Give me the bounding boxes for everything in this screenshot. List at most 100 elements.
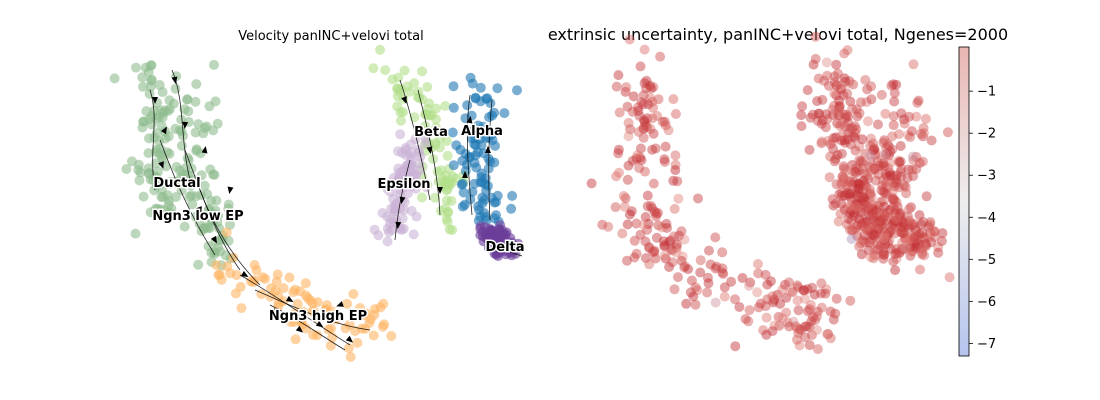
uncertainty-point bbox=[865, 188, 876, 199]
uncertainty-point bbox=[652, 111, 663, 121]
uncertainty-point bbox=[867, 200, 878, 211]
uncertainty-point bbox=[864, 237, 875, 248]
uncertainty-point bbox=[868, 138, 879, 149]
uncertainty-point bbox=[862, 174, 873, 184]
uncertainty-point bbox=[937, 228, 948, 239]
uncertainty-point bbox=[679, 261, 690, 272]
uncertainty-point bbox=[878, 208, 889, 219]
uncertainty-point bbox=[885, 170, 896, 181]
uncertainty-point bbox=[886, 204, 897, 215]
colorbar: −1 −2 −3 −4 −5 −6 −7 bbox=[958, 46, 996, 357]
uncertainty-point bbox=[873, 119, 883, 130]
uncertainty-point bbox=[871, 217, 882, 228]
uncertainty-point bbox=[847, 225, 858, 236]
uncertainty-point bbox=[805, 112, 816, 123]
uncertainty-point bbox=[859, 230, 870, 241]
cell-point bbox=[442, 150, 453, 161]
uncertainty-point bbox=[635, 143, 646, 154]
uncertainty-point bbox=[629, 235, 640, 246]
uncertainty-point bbox=[861, 181, 872, 192]
uncertainty-point bbox=[866, 191, 877, 202]
uncertainty-point bbox=[660, 253, 671, 264]
cell-point bbox=[199, 122, 210, 133]
uncertainty-point bbox=[768, 297, 779, 308]
uncertainty-point bbox=[871, 217, 882, 228]
uncertainty-point bbox=[623, 131, 634, 142]
uncertainty-point bbox=[800, 332, 811, 343]
uncertainty-point bbox=[838, 90, 849, 101]
uncertainty-point bbox=[829, 77, 840, 88]
uncertainty-point bbox=[784, 321, 795, 332]
uncertainty-point bbox=[753, 268, 764, 279]
uncertainty-point bbox=[866, 94, 877, 105]
uncertainty-point bbox=[717, 267, 728, 278]
uncertainty-point bbox=[883, 163, 894, 174]
uncertainty-point bbox=[896, 226, 907, 237]
cell-point bbox=[431, 103, 442, 114]
uncertainty-point bbox=[670, 165, 681, 176]
colorbar-ticks: −1 −2 −3 −4 −5 −6 −7 bbox=[969, 85, 996, 352]
uncertainty-point bbox=[866, 133, 876, 144]
cell-point bbox=[458, 187, 469, 198]
cell-point bbox=[213, 270, 224, 280]
uncertainty-point bbox=[878, 247, 889, 257]
cell-point bbox=[475, 82, 486, 93]
uncertainty-point bbox=[819, 75, 829, 86]
uncertainty-point bbox=[858, 198, 869, 209]
uncertainty-point bbox=[891, 174, 902, 185]
uncertainty-point bbox=[911, 111, 922, 122]
uncertainty-point bbox=[898, 244, 909, 255]
stream-line bbox=[254, 289, 371, 331]
uncertainty-point bbox=[896, 108, 907, 119]
uncertainty-point bbox=[864, 210, 875, 221]
cell-point bbox=[368, 330, 379, 341]
uncertainty-point bbox=[882, 188, 892, 199]
uncertainty-point bbox=[663, 125, 674, 136]
uncertainty-point bbox=[874, 200, 885, 211]
cluster-label: Ngn3 high EP bbox=[269, 309, 367, 324]
uncertainty-point bbox=[784, 277, 794, 288]
uncertainty-point bbox=[834, 103, 844, 114]
uncertainty-point bbox=[642, 190, 653, 201]
uncertainty-point bbox=[894, 129, 904, 140]
uncertainty-point bbox=[647, 203, 658, 214]
uncertainty-point bbox=[651, 232, 662, 243]
uncertainty-point bbox=[908, 171, 919, 182]
cell-point bbox=[481, 185, 492, 196]
uncertainty-point bbox=[822, 70, 833, 81]
uncertainty-point bbox=[642, 224, 653, 235]
uncertainty-point bbox=[669, 284, 680, 295]
uncertainty-point bbox=[633, 106, 644, 116]
cell-point bbox=[210, 96, 221, 107]
uncertainty-point bbox=[640, 120, 651, 130]
uncertainty-point bbox=[832, 109, 843, 120]
cell-point bbox=[421, 182, 432, 193]
cell-point bbox=[292, 299, 303, 309]
uncertainty-point bbox=[823, 329, 833, 339]
uncertainty-point bbox=[877, 231, 888, 242]
uncertainty-point bbox=[872, 244, 883, 255]
uncertainty-point bbox=[854, 214, 865, 224]
uncertainty-point bbox=[631, 218, 642, 229]
uncertainty-point bbox=[883, 238, 893, 249]
uncertainty-point bbox=[638, 123, 649, 134]
uncertainty-point bbox=[829, 100, 840, 111]
uncertainty-point bbox=[894, 248, 905, 259]
cell-point bbox=[507, 190, 518, 201]
uncertainty-point bbox=[688, 291, 699, 302]
uncertainty-point bbox=[878, 249, 889, 260]
uncertainty-point bbox=[690, 299, 701, 310]
uncertainty-point bbox=[650, 143, 661, 154]
uncertainty-point bbox=[869, 144, 880, 155]
cell-point bbox=[176, 140, 187, 151]
uncertainty-point bbox=[898, 228, 909, 239]
uncertainty-point bbox=[888, 256, 899, 267]
uncertainty-point bbox=[845, 188, 856, 199]
cell-point bbox=[499, 108, 510, 119]
uncertainty-point bbox=[890, 265, 901, 276]
uncertainty-point bbox=[816, 278, 827, 289]
uncertainty-point bbox=[896, 227, 906, 238]
uncertainty-point bbox=[905, 218, 916, 229]
uncertainty-point bbox=[878, 222, 889, 233]
cell-point bbox=[223, 199, 234, 210]
